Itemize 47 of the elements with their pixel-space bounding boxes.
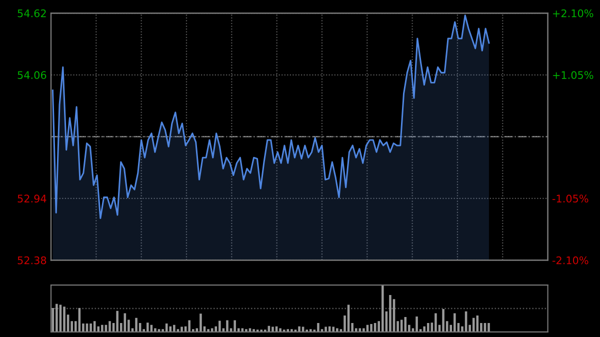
bar bbox=[135, 318, 138, 332]
bar bbox=[90, 324, 92, 332]
bar bbox=[154, 328, 156, 332]
bar bbox=[207, 329, 210, 332]
bar bbox=[279, 328, 282, 332]
bar bbox=[362, 328, 365, 332]
bar bbox=[488, 323, 490, 332]
bar bbox=[454, 313, 456, 332]
y-tick-label: 52.38 bbox=[18, 256, 46, 264]
y-tick-label: 54.06 bbox=[18, 71, 46, 80]
bar bbox=[146, 322, 149, 332]
bar bbox=[101, 324, 104, 332]
y2-tick-label: -1.05% bbox=[552, 194, 588, 203]
bar bbox=[245, 329, 248, 332]
bar bbox=[290, 329, 293, 332]
bar bbox=[442, 308, 444, 332]
bar bbox=[252, 329, 255, 332]
bar bbox=[56, 304, 58, 332]
bar bbox=[389, 294, 392, 332]
bar bbox=[180, 326, 183, 332]
y2-tick-label: +1.05% bbox=[553, 71, 594, 80]
bar bbox=[382, 285, 384, 332]
bar bbox=[416, 316, 418, 332]
bar bbox=[426, 323, 430, 332]
bar bbox=[63, 306, 66, 332]
bar bbox=[108, 321, 111, 332]
bar bbox=[173, 324, 176, 332]
bar bbox=[116, 310, 118, 332]
bar bbox=[423, 326, 426, 332]
y-tick-label: 54.62 bbox=[18, 9, 46, 18]
bar bbox=[226, 320, 228, 332]
bar bbox=[234, 320, 236, 332]
bar bbox=[218, 320, 221, 332]
bar bbox=[370, 324, 372, 332]
y2-tick-label: +2.10% bbox=[553, 9, 594, 18]
y2-tick-label: -2.10% bbox=[552, 256, 588, 264]
bar bbox=[336, 328, 338, 332]
bar bbox=[434, 313, 437, 332]
bar bbox=[272, 326, 274, 332]
bar bbox=[309, 329, 312, 332]
bar bbox=[298, 326, 300, 332]
bar bbox=[188, 320, 190, 332]
bar bbox=[324, 326, 327, 332]
bar bbox=[332, 326, 335, 332]
y-tick-label: 52.94 bbox=[18, 194, 46, 203]
bar bbox=[317, 323, 320, 332]
bar bbox=[200, 314, 202, 332]
